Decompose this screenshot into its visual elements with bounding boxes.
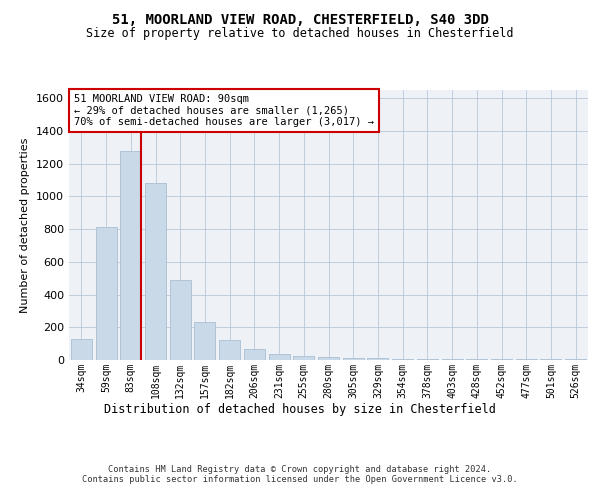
Y-axis label: Number of detached properties: Number of detached properties [20,138,31,312]
Bar [269,354,290,360]
Bar [95,228,116,360]
Text: 51, MOORLAND VIEW ROAD, CHESTERFIELD, S40 3DD: 51, MOORLAND VIEW ROAD, CHESTERFIELD, S4… [112,12,488,26]
Bar [516,359,537,360]
Bar [120,150,141,360]
Bar [170,280,191,360]
Text: Contains HM Land Registry data © Crown copyright and database right 2024.
Contai: Contains HM Land Registry data © Crown c… [82,465,518,484]
Bar [71,338,92,360]
Bar [219,340,240,360]
Bar [145,184,166,360]
Text: Size of property relative to detached houses in Chesterfield: Size of property relative to detached ho… [86,28,514,40]
Text: 51 MOORLAND VIEW ROAD: 90sqm
← 29% of detached houses are smaller (1,265)
70% of: 51 MOORLAND VIEW ROAD: 90sqm ← 29% of de… [74,94,374,127]
Bar [318,357,339,360]
Bar [343,358,364,360]
Bar [491,359,512,360]
Text: Distribution of detached houses by size in Chesterfield: Distribution of detached houses by size … [104,402,496,415]
Bar [442,359,463,360]
Bar [194,322,215,360]
Bar [417,359,438,360]
Bar [244,350,265,360]
Bar [293,356,314,360]
Bar [392,358,413,360]
Bar [367,358,388,360]
Bar [565,359,586,360]
Bar [466,359,487,360]
Bar [541,359,562,360]
